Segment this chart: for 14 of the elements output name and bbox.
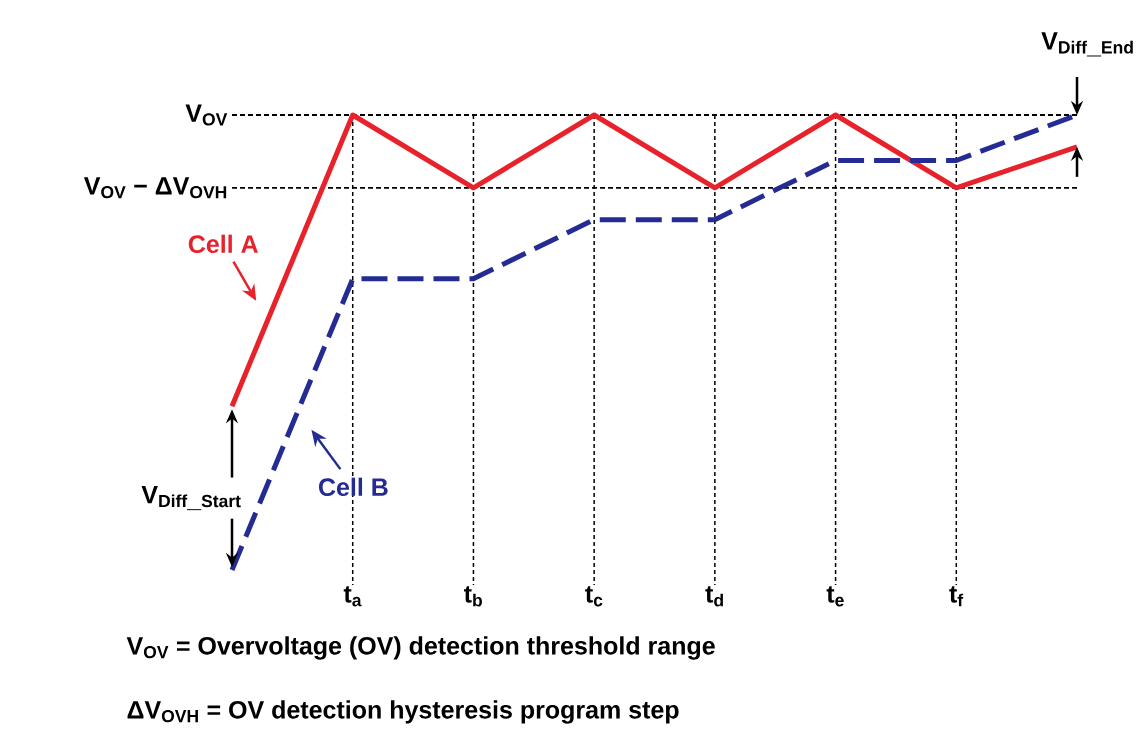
annotation: $\mathbf{V_{Diff\_Start}}$ (141, 486, 241, 511)
ref-line-label: V$_{OV}$ − ΔV$_{OVH}$ (83, 177, 227, 199)
x-tick-label: t$_{f}$ (949, 586, 964, 607)
series-label: Cell A (188, 234, 258, 254)
x-tick-label: t$_{e}$ (826, 586, 844, 607)
legend-label: Cell B (318, 477, 388, 497)
x-tick-label: t$_{c}$ (585, 586, 603, 607)
ref-line-label: V$_{OV}$ (185, 104, 228, 126)
x-tick-label: t$_{b}$ (463, 586, 482, 607)
text: ΔV$_{OVH}$ = OV detection hysteresis program step (127, 700, 679, 724)
text: V$_{OV}$ = Overvoltage (OV) detection threshold range (126, 636, 715, 660)
text: $\mathbf{V_{Diff\_End}}$ (1041, 32, 1133, 57)
x-tick-label: t$_{d}$ (705, 586, 723, 607)
x-tick-label: t$_{a}$ (343, 586, 362, 607)
